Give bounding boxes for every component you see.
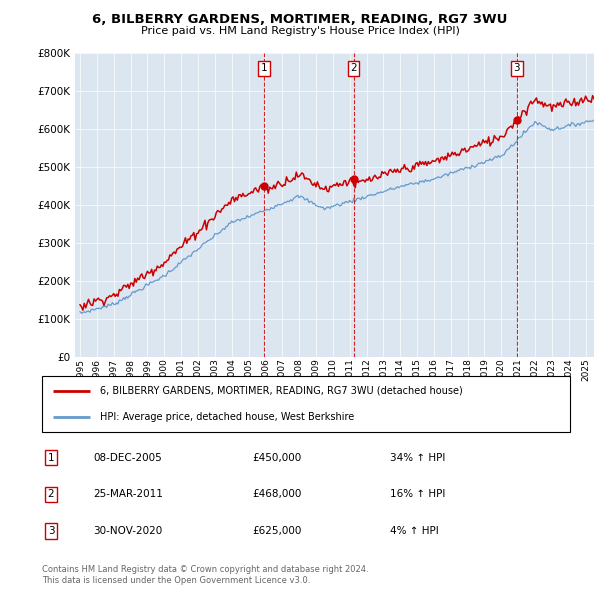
Text: 4% ↑ HPI: 4% ↑ HPI — [390, 526, 439, 536]
Text: 1: 1 — [47, 453, 55, 463]
Text: HPI: Average price, detached house, West Berkshire: HPI: Average price, detached house, West… — [100, 412, 355, 422]
Text: 6, BILBERRY GARDENS, MORTIMER, READING, RG7 3WU: 6, BILBERRY GARDENS, MORTIMER, READING, … — [92, 13, 508, 26]
Text: 34% ↑ HPI: 34% ↑ HPI — [390, 453, 445, 463]
FancyBboxPatch shape — [42, 376, 570, 432]
Text: 30-NOV-2020: 30-NOV-2020 — [93, 526, 162, 536]
Text: Contains HM Land Registry data © Crown copyright and database right 2024.: Contains HM Land Registry data © Crown c… — [42, 565, 368, 574]
Text: 08-DEC-2005: 08-DEC-2005 — [93, 453, 162, 463]
Text: £468,000: £468,000 — [252, 490, 301, 499]
Text: 3: 3 — [514, 63, 520, 73]
Text: £450,000: £450,000 — [252, 453, 301, 463]
Text: £625,000: £625,000 — [252, 526, 301, 536]
Text: This data is licensed under the Open Government Licence v3.0.: This data is licensed under the Open Gov… — [42, 576, 310, 585]
Text: 6, BILBERRY GARDENS, MORTIMER, READING, RG7 3WU (detached house): 6, BILBERRY GARDENS, MORTIMER, READING, … — [100, 386, 463, 396]
Text: Price paid vs. HM Land Registry's House Price Index (HPI): Price paid vs. HM Land Registry's House … — [140, 26, 460, 35]
Text: 25-MAR-2011: 25-MAR-2011 — [93, 490, 163, 499]
Text: 2: 2 — [47, 490, 55, 499]
Text: 2: 2 — [350, 63, 357, 73]
Text: 16% ↑ HPI: 16% ↑ HPI — [390, 490, 445, 499]
Text: 3: 3 — [47, 526, 55, 536]
Text: 1: 1 — [261, 63, 268, 73]
